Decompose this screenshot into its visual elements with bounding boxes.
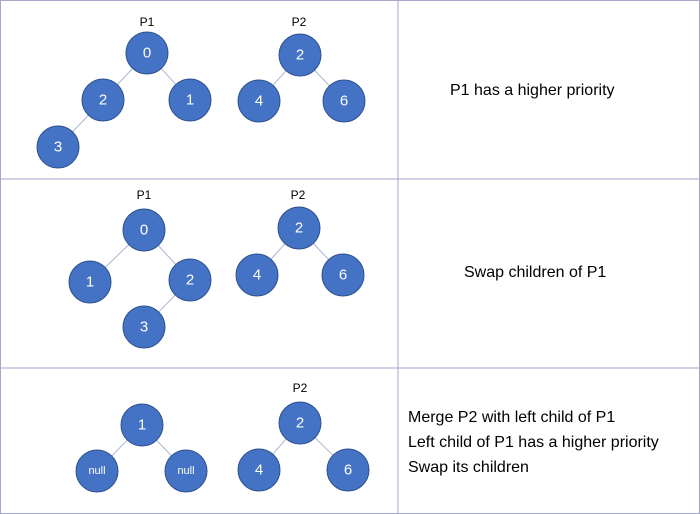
svg-text:4: 4 bbox=[255, 93, 263, 110]
tree-node: 3 bbox=[122, 305, 166, 349]
tree-node: 1 bbox=[168, 78, 212, 122]
svg-text:1: 1 bbox=[86, 274, 94, 291]
tree-node: 2 bbox=[277, 206, 321, 250]
row-3-trees: 1 null null P2 2 4 6 bbox=[75, 381, 370, 493]
caption-row-1: P1 has a higher priority bbox=[450, 82, 615, 99]
tree-node: 4 bbox=[235, 253, 279, 297]
heap-label-p2: P2 bbox=[293, 381, 308, 395]
svg-text:4: 4 bbox=[253, 267, 261, 284]
tree-node: 0 bbox=[125, 31, 169, 75]
tree-node: 2 bbox=[81, 78, 125, 122]
heap-label-p1: P1 bbox=[137, 188, 152, 202]
svg-text:2: 2 bbox=[296, 415, 304, 432]
svg-text:6: 6 bbox=[344, 462, 352, 479]
svg-text:null: null bbox=[88, 465, 105, 477]
svg-text:2: 2 bbox=[295, 220, 303, 237]
svg-text:1: 1 bbox=[138, 417, 146, 434]
heap-label-p2: P2 bbox=[291, 188, 306, 202]
heap-label-p1: P1 bbox=[140, 15, 155, 29]
tree-node: 6 bbox=[321, 253, 365, 297]
svg-text:2: 2 bbox=[186, 272, 194, 289]
svg-text:null: null bbox=[177, 465, 194, 477]
svg-text:2: 2 bbox=[296, 47, 304, 64]
svg-text:2: 2 bbox=[99, 92, 107, 109]
tree-node: 1 bbox=[68, 260, 112, 304]
tree-node: null bbox=[75, 449, 119, 493]
row-2-trees: P1 0 1 2 3 P2 2 4 6 bbox=[68, 188, 365, 349]
tree-node: 3 bbox=[36, 125, 80, 169]
svg-text:4: 4 bbox=[255, 462, 263, 479]
svg-text:0: 0 bbox=[143, 45, 151, 62]
svg-text:6: 6 bbox=[340, 93, 348, 110]
row-1-trees: P1 0 2 1 3 P2 2 4 6 bbox=[36, 15, 366, 169]
tree-node: null bbox=[164, 449, 208, 493]
tree-node: 2 bbox=[278, 33, 322, 77]
svg-text:1: 1 bbox=[186, 92, 194, 109]
tree-node: 4 bbox=[237, 79, 281, 123]
tree-node: 2 bbox=[168, 258, 212, 302]
svg-text:6: 6 bbox=[339, 267, 347, 284]
svg-text:3: 3 bbox=[54, 139, 62, 156]
svg-text:0: 0 bbox=[140, 222, 148, 239]
tree-node: 6 bbox=[326, 448, 370, 492]
tree-node: 4 bbox=[237, 448, 281, 492]
svg-text:3: 3 bbox=[140, 319, 148, 336]
tree-node: 6 bbox=[322, 79, 366, 123]
caption-row-2: Swap children of P1 bbox=[464, 264, 607, 281]
caption-row-3-line-3: Swap its children bbox=[408, 459, 529, 476]
tree-node: 2 bbox=[278, 401, 322, 445]
caption-row-3-line-2: Left child of P1 has a higher priority bbox=[408, 434, 659, 451]
tree-node: 1 bbox=[120, 403, 164, 447]
heap-label-p2: P2 bbox=[292, 15, 307, 29]
tree-node: 0 bbox=[122, 208, 166, 252]
caption-row-3-line-1: Merge P2 with left child of P1 bbox=[408, 409, 616, 426]
